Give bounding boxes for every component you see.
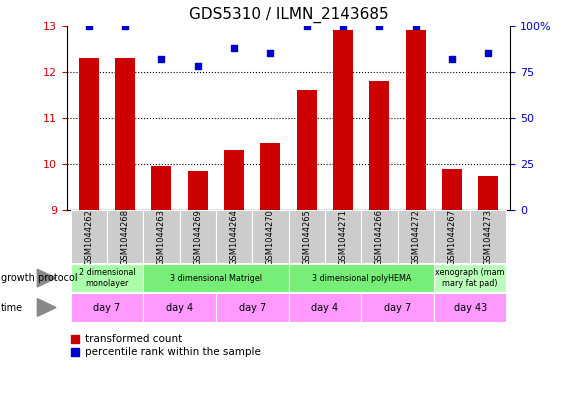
- Point: [157, 56, 166, 62]
- Text: GSM1044270: GSM1044270: [266, 209, 275, 265]
- Text: GSM1044269: GSM1044269: [194, 209, 202, 265]
- Bar: [71, 264, 143, 292]
- Bar: [252, 210, 289, 263]
- Text: 2 dimensional
monolayer: 2 dimensional monolayer: [79, 268, 135, 288]
- Bar: [261, 143, 280, 210]
- Text: growth protocol: growth protocol: [1, 273, 77, 283]
- Bar: [143, 210, 180, 263]
- Bar: [188, 171, 208, 210]
- Point: [375, 22, 384, 29]
- Text: GSM1044263: GSM1044263: [157, 209, 166, 265]
- Text: GSM1044264: GSM1044264: [230, 209, 238, 265]
- Text: GSM1044271: GSM1044271: [339, 209, 347, 265]
- Bar: [434, 293, 507, 321]
- Bar: [361, 293, 434, 321]
- Text: day 7: day 7: [384, 303, 411, 312]
- Bar: [434, 210, 470, 263]
- Point: [338, 22, 347, 29]
- Text: time: time: [1, 303, 23, 312]
- Bar: [289, 210, 325, 263]
- Text: day 7: day 7: [238, 303, 266, 312]
- Point: [411, 22, 420, 29]
- Bar: [107, 210, 143, 263]
- Point: [266, 50, 275, 56]
- Point: [302, 22, 311, 29]
- Bar: [152, 166, 171, 210]
- Bar: [216, 210, 252, 263]
- Bar: [289, 264, 434, 292]
- Bar: [370, 81, 389, 210]
- Point: [193, 63, 202, 69]
- Point: [484, 50, 493, 56]
- Legend: transformed count, percentile rank within the sample: transformed count, percentile rank withi…: [67, 330, 265, 362]
- Text: 3 dimensional Matrigel: 3 dimensional Matrigel: [170, 274, 262, 283]
- Text: day 7: day 7: [93, 303, 121, 312]
- Bar: [297, 90, 317, 210]
- Title: GDS5310 / ILMN_2143685: GDS5310 / ILMN_2143685: [189, 7, 388, 23]
- Bar: [115, 58, 135, 210]
- Text: 3 dimensional polyHEMA: 3 dimensional polyHEMA: [311, 274, 411, 283]
- Bar: [216, 293, 289, 321]
- Polygon shape: [37, 269, 56, 287]
- Text: xenograph (mam
mary fat pad): xenograph (mam mary fat pad): [436, 268, 505, 288]
- Text: GSM1044273: GSM1044273: [484, 209, 493, 265]
- Polygon shape: [37, 299, 56, 316]
- Point: [230, 44, 239, 51]
- Bar: [434, 264, 507, 292]
- Bar: [361, 210, 398, 263]
- Bar: [180, 210, 216, 263]
- Text: GSM1044265: GSM1044265: [302, 209, 311, 265]
- Text: day 4: day 4: [166, 303, 193, 312]
- Text: GSM1044266: GSM1044266: [375, 209, 384, 265]
- Point: [84, 22, 93, 29]
- Bar: [333, 30, 353, 210]
- Bar: [71, 210, 107, 263]
- Text: day 43: day 43: [454, 303, 487, 312]
- Point: [121, 22, 130, 29]
- Bar: [143, 264, 289, 292]
- Text: GSM1044272: GSM1044272: [411, 209, 420, 265]
- Text: GSM1044267: GSM1044267: [448, 209, 456, 265]
- Bar: [398, 210, 434, 263]
- Bar: [325, 210, 361, 263]
- Text: day 4: day 4: [311, 303, 339, 312]
- Bar: [442, 169, 462, 210]
- Bar: [406, 30, 426, 210]
- Bar: [289, 293, 361, 321]
- Point: [447, 56, 456, 62]
- Bar: [470, 210, 507, 263]
- Bar: [143, 293, 216, 321]
- Bar: [478, 176, 498, 210]
- Text: GSM1044268: GSM1044268: [121, 209, 129, 265]
- Bar: [79, 58, 99, 210]
- Text: GSM1044262: GSM1044262: [85, 209, 93, 265]
- Bar: [224, 150, 244, 210]
- Bar: [71, 293, 143, 321]
